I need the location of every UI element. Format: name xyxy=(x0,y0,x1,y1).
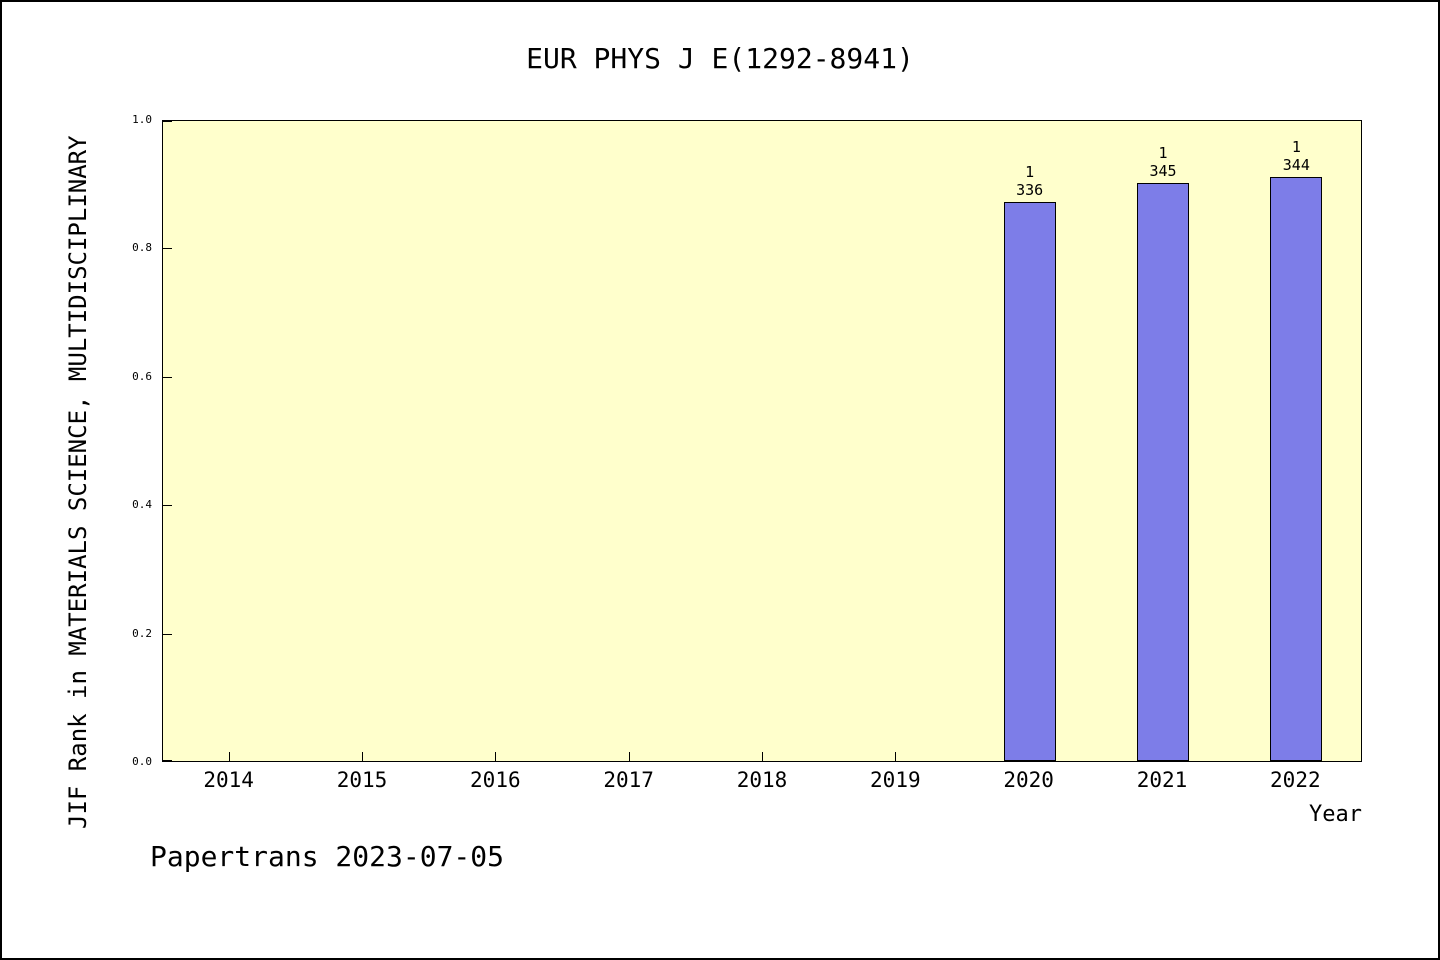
bar-total-value: 336 xyxy=(1016,181,1044,199)
x-tick-mark xyxy=(228,752,230,761)
x-tick-label: 2019 xyxy=(870,768,921,792)
bar-2020 xyxy=(1003,202,1056,761)
watermark-text: Papertrans 2023-07-05 xyxy=(150,840,505,873)
x-axis-title: Year xyxy=(1309,802,1362,827)
y-tick-label: 0.6 xyxy=(132,369,152,383)
bar-2022 xyxy=(1270,177,1323,761)
x-tick-label: 2022 xyxy=(1270,768,1321,792)
bar-rank-value: 1 xyxy=(1291,138,1301,156)
bar-total-value: 345 xyxy=(1149,162,1177,180)
x-tick-label: 2014 xyxy=(203,768,254,792)
y-tick-mark xyxy=(163,505,172,507)
bar-total-value: 344 xyxy=(1282,156,1310,174)
bar-value-label: 1 345 xyxy=(1118,144,1208,180)
x-tick-mark xyxy=(495,752,497,761)
x-tick-label: 2017 xyxy=(603,768,654,792)
y-tick-mark xyxy=(163,633,172,635)
chart-title: EUR PHYS J E(1292-8941) xyxy=(526,42,914,75)
x-tick-mark xyxy=(628,752,630,761)
bar-2021 xyxy=(1137,183,1189,761)
x-tick-mark xyxy=(895,752,897,761)
plot-area: 1 336 1 345 1 344 xyxy=(162,120,1362,762)
bar-rank-value: 1 xyxy=(1025,163,1035,181)
y-tick-mark xyxy=(163,376,172,378)
y-tick-mark xyxy=(163,121,172,122)
x-tick-label: 2021 xyxy=(1136,768,1188,792)
x-tick-label: 2020 xyxy=(1003,768,1054,792)
x-tick-mark xyxy=(762,752,763,761)
y-tick-label: 0.4 xyxy=(132,498,152,512)
y-tick-label: 0.0 xyxy=(132,755,152,768)
bar-value-label: 1 336 xyxy=(985,163,1075,199)
bar-rank-value: 1 xyxy=(1158,144,1168,162)
y-tick-label: 0.8 xyxy=(132,241,152,255)
x-tick-label: 2018 xyxy=(736,768,788,792)
y-tick-mark xyxy=(163,760,172,761)
bar-value-label: 1 344 xyxy=(1251,138,1341,174)
y-tick-label: 0.2 xyxy=(132,626,152,640)
y-tick-label: 1.0 xyxy=(132,113,152,126)
y-tick-mark xyxy=(163,248,172,250)
x-tick-label: 2015 xyxy=(336,768,388,792)
x-tick-label: 2016 xyxy=(470,768,521,792)
x-tick-mark xyxy=(362,752,363,761)
